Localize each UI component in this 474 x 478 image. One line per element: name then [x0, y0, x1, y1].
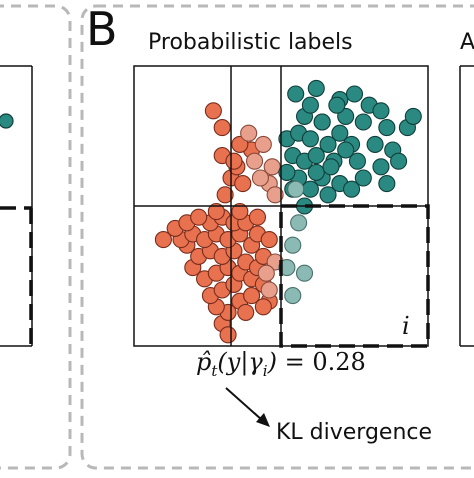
scatter-point — [245, 152, 264, 170]
scatter-point — [234, 175, 252, 193]
scatter-point — [225, 152, 243, 170]
scatter-point — [290, 214, 308, 232]
scatter-point — [307, 163, 325, 181]
scatter-point — [260, 281, 278, 299]
scatter-point — [284, 236, 302, 254]
scatter-point — [204, 102, 222, 120]
scatter-point — [301, 96, 319, 114]
scatter-point — [354, 113, 372, 131]
panel-title: Probabilistic labels — [148, 30, 353, 55]
scatter-point — [263, 158, 281, 176]
scatter-point — [260, 231, 278, 249]
scatter-point — [337, 141, 355, 159]
left-teal-point — [0, 113, 14, 129]
scatter-point — [366, 135, 384, 153]
scatter-point — [237, 303, 255, 321]
scatter-point — [307, 147, 325, 165]
kl-arrow-head — [256, 413, 270, 427]
scatter-point — [251, 169, 269, 187]
probability-formula: p̂t(y|γi) = 0.28 — [196, 348, 366, 380]
scatter-point — [278, 259, 296, 277]
formula-args: (y|γ — [217, 348, 263, 376]
scatter-point — [343, 180, 361, 198]
scatter-point — [295, 264, 314, 282]
formula-sub-t: t — [211, 361, 218, 380]
scatter-point — [301, 130, 319, 148]
scatter-point — [378, 119, 396, 137]
scatter-point — [372, 158, 390, 176]
panel-letter: B — [86, 2, 118, 56]
scatter-point — [190, 208, 208, 226]
scatter-point — [287, 85, 305, 103]
scatter-point — [313, 113, 331, 131]
formula-p-hat: p̂ — [196, 348, 212, 376]
right-panel-letter: A — [460, 30, 474, 55]
scatter-point — [319, 135, 337, 153]
scatter-point — [257, 264, 275, 282]
scatter-point — [319, 186, 337, 204]
scatter-point — [240, 124, 258, 142]
scatter-point — [348, 152, 366, 170]
region-i-box — [279, 204, 430, 348]
scatter-point — [301, 180, 319, 198]
scatter-point — [390, 152, 408, 170]
scatter-point — [254, 135, 272, 153]
scatter-point — [284, 287, 302, 305]
scatter-point — [213, 119, 231, 137]
formula-sub-i: i — [262, 361, 268, 380]
scatter-point — [372, 102, 390, 120]
scatter-point — [378, 175, 396, 193]
formula-value: = 0.28 — [276, 348, 366, 376]
panel-b-frame — [80, 4, 474, 470]
scatter-point — [354, 169, 372, 187]
region-i-label: i — [402, 312, 410, 340]
scatter-point — [404, 107, 422, 125]
scatter-point — [216, 186, 234, 204]
scatter-point — [307, 79, 325, 97]
scatter-point — [207, 203, 225, 221]
scatter-point — [278, 163, 296, 181]
scatter-point — [154, 231, 172, 249]
scatter-point — [243, 287, 261, 305]
scatter-point — [254, 298, 272, 316]
left-partial-plot — [0, 65, 33, 347]
left-panel-frame — [0, 4, 72, 470]
scatter-point — [287, 180, 305, 198]
right-partial-plot — [459, 65, 474, 347]
kl-divergence-label: KL divergence — [276, 420, 433, 445]
scatter-point — [231, 203, 249, 221]
scatter-point — [266, 186, 284, 204]
scatter-point — [331, 124, 349, 142]
scatter-point — [337, 107, 355, 125]
scatter-point — [322, 158, 340, 176]
scatter-point — [345, 85, 364, 103]
formula-close: ) — [267, 348, 277, 376]
kl-arrow — [225, 387, 270, 427]
kl-arrow-shaft — [225, 387, 263, 421]
scatter-point — [248, 208, 267, 226]
scatter-point — [219, 326, 237, 344]
scatter-plot: i — [133, 65, 430, 348]
scatter-point — [231, 135, 249, 153]
scatter-point — [328, 96, 346, 114]
